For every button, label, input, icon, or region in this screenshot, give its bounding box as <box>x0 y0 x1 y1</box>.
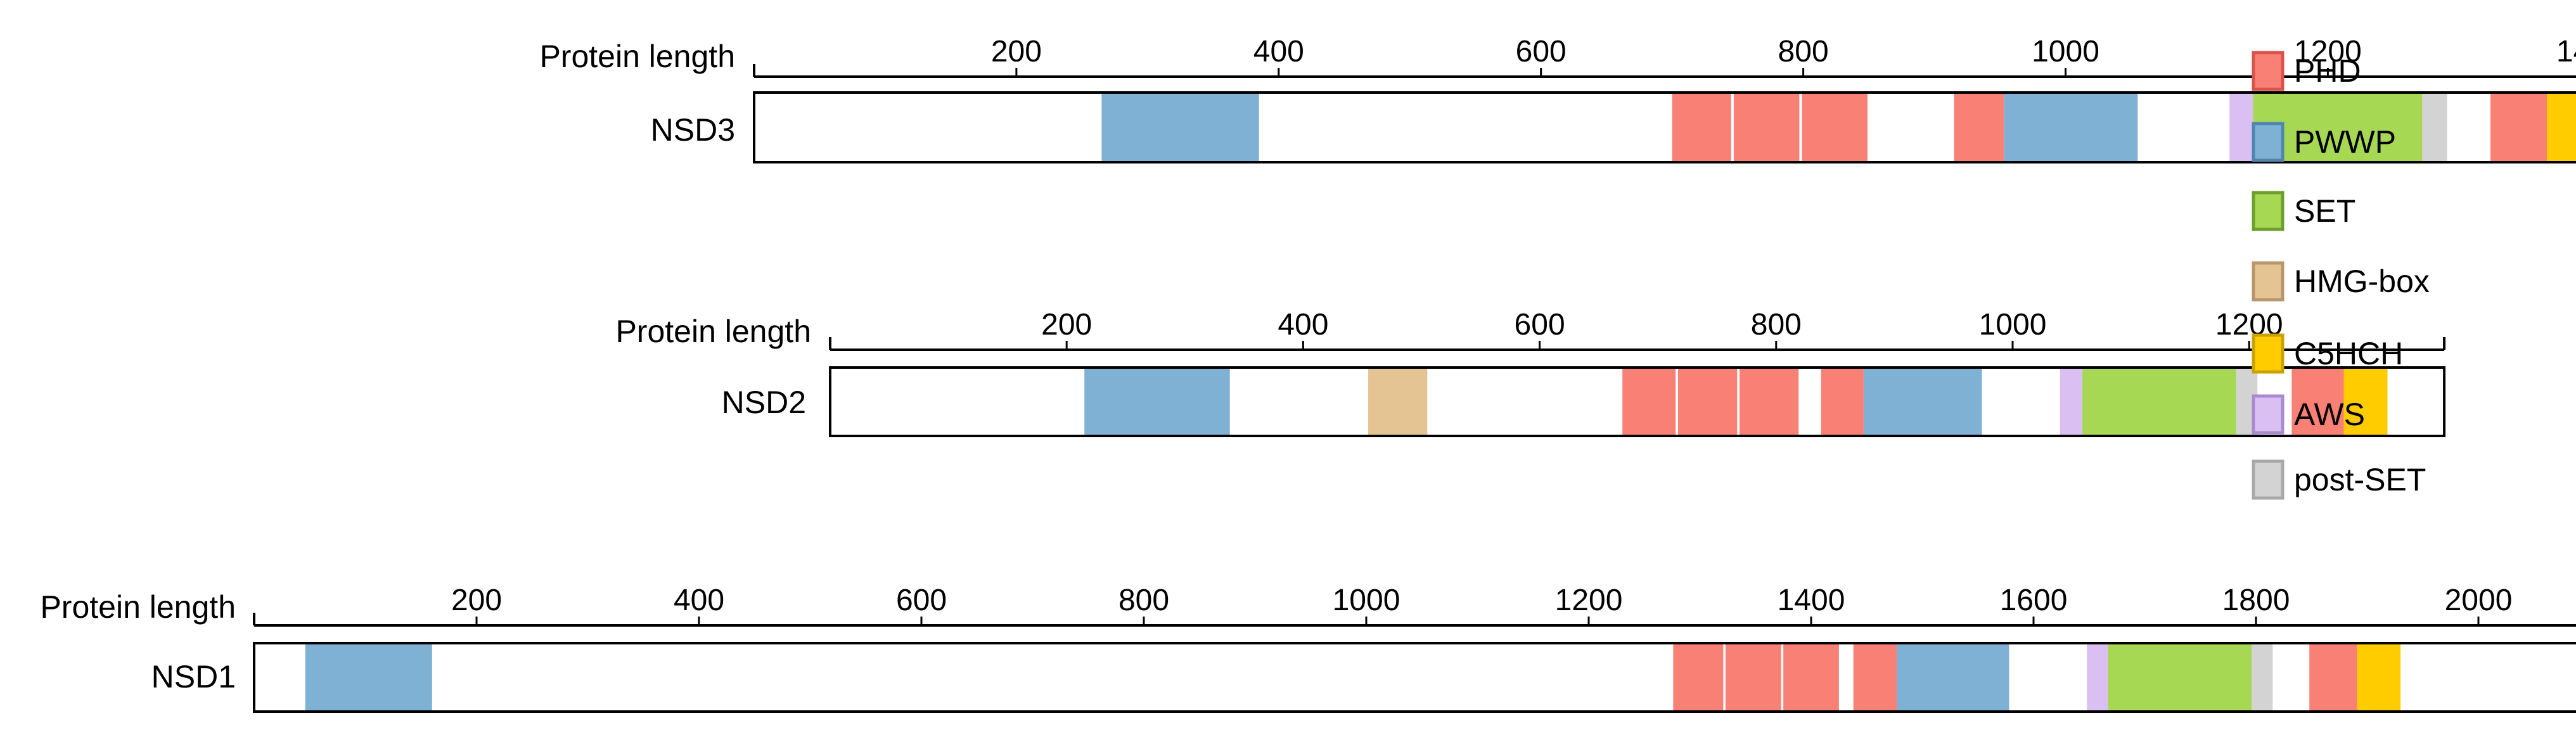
legend-label-set: SET <box>2294 193 2355 229</box>
nsd1-axis: 2004006008001000120014001600180020002200… <box>253 584 2576 627</box>
nsd1-axis-title: Protein length <box>40 589 236 625</box>
nsd1-domain-phd <box>1673 643 1724 712</box>
nsd2-domain-phd <box>2291 368 2344 436</box>
nsd3-tick-label: 1000 <box>2032 35 2099 68</box>
legend-swatch-aws <box>2252 394 2284 435</box>
nsd1-domains <box>305 643 2401 712</box>
nsd2-domain-phd <box>1622 368 1676 436</box>
nsd2-tick-label: 200 <box>1041 308 1092 342</box>
nsd1-domain-pwwp <box>305 643 432 712</box>
nsd2-axis-title: Protein length <box>615 314 811 349</box>
nsd2-axis: 200 400 600 800 1000 1200 <box>829 308 2446 351</box>
nsd3-protein-bar <box>753 91 2576 163</box>
nsd1-tick-label: 1200 <box>1555 584 1623 617</box>
nsd1-domain-phd <box>1783 643 1839 712</box>
nsd3-axis: 200 400 600 800 1000 1200 1400 <box>753 35 2576 78</box>
legend-swatch-hmg-box <box>2252 261 2284 302</box>
legend-swatch-post-set <box>2252 459 2284 500</box>
nsd3-domain-phd <box>1733 93 1800 162</box>
nsd3-tick-label: 600 <box>1516 35 1567 68</box>
nsd3-domain-phd <box>1802 93 1868 162</box>
legend-label-post-set: post-SET <box>2294 462 2426 497</box>
legend-label-pwwp: PWWP <box>2294 124 2396 160</box>
nsd1-tick-label: 800 <box>1118 584 1169 617</box>
legend-swatch-phd <box>2252 51 2284 91</box>
nsd2-domain-pwwp <box>1863 368 1982 436</box>
nsd1-protein-name: NSD1 <box>151 659 236 694</box>
nsd1-tick-label: 1800 <box>2222 584 2290 617</box>
legend-swatch-c5hch <box>2252 333 2284 374</box>
nsd2-domain-phd <box>1739 368 1799 436</box>
nsd2-tick-label: 800 <box>1751 308 1802 342</box>
nsd3-domain-phd <box>2490 93 2547 162</box>
nsd1-tick-label: 2000 <box>2445 584 2513 617</box>
nsd1-domain-set <box>2108 643 2252 712</box>
nsd2-track: Protein length NSD2 200 400 600 800 1000 1200 <box>615 308 2446 437</box>
nsd2-domain-set <box>2082 368 2236 436</box>
nsd1-domain-c5hch <box>2357 643 2401 712</box>
nsd1-tick-label: 200 <box>451 584 502 617</box>
nsd3-domains <box>1101 93 2576 162</box>
nsd1-tick-label: 600 <box>896 584 947 617</box>
nsd2-domain-c5hch <box>2343 368 2388 436</box>
nsd3-domain-post-set <box>2422 93 2447 162</box>
nsd1-tick-label: 1400 <box>1778 584 1845 617</box>
nsd2-protein-name: NSD2 <box>722 385 806 420</box>
legend-label-c5hch: C5HCH <box>2294 336 2403 371</box>
nsd1-tick-label: 1600 <box>2000 584 2068 617</box>
nsd3-protein-name: NSD3 <box>651 112 735 148</box>
nsd3-domain-pwwp <box>2004 93 2138 162</box>
nsd1-domain-aws <box>2087 643 2108 712</box>
legend-swatch-pwwp <box>2252 122 2284 162</box>
nsd2-tick-label: 400 <box>1278 308 1328 342</box>
nsd1-tick-label: 1000 <box>1333 584 1400 617</box>
nsd2-domain-phd <box>1821 368 1864 436</box>
nsd3-tick-label: 400 <box>1253 35 1304 68</box>
nsd2-domain-pwwp <box>1084 368 1230 436</box>
nsd3-track: Protein length NSD3 200 400 600 800 1000 1200… <box>539 35 2576 163</box>
legend-label-phd: PHD <box>2294 53 2361 89</box>
nsd1-tick-label: 400 <box>674 584 724 617</box>
nsd2-domain-aws <box>2060 368 2083 436</box>
nsd2-domains <box>1084 368 2388 436</box>
legend-label-aws: AWS <box>2294 397 2365 432</box>
nsd2-protein-bar <box>829 366 2446 437</box>
legend: PHD PWWP SET HMG-box C5HCH AWS post-SET <box>2252 51 2430 500</box>
nsd1-domain-pwwp <box>1897 643 2009 712</box>
legend-swatch-set <box>2252 191 2284 231</box>
nsd2-domain-phd <box>1677 368 1738 436</box>
nsd1-track: Protein length NSD1 200 400 600 800 1000 1200… <box>40 584 2576 713</box>
nsd2-tick-label: 1000 <box>1979 308 2047 342</box>
nsd1-domain-post-set <box>2251 643 2273 712</box>
nsd3-tick-label: 200 <box>991 35 1042 68</box>
nsd3-domain-pwwp <box>1101 93 1259 162</box>
nsd3-domain-aws <box>2229 93 2253 162</box>
nsd2-domain-hmg-box <box>1368 368 1428 436</box>
nsd1-domain-phd <box>1725 643 1781 712</box>
nsd1-domain-phd <box>2309 643 2357 712</box>
nsd3-tick-label: 800 <box>1778 35 1829 68</box>
nsd3-axis-title: Protein length <box>539 39 735 74</box>
legend-label-hmg-box: HMG-box <box>2294 264 2430 299</box>
nsd2-tick-label: 600 <box>1515 308 1565 342</box>
nsd1-protein-bar <box>253 642 2576 713</box>
nsd3-domain-c5hch <box>2547 93 2576 162</box>
nsd3-tick-label: 1400 <box>2556 35 2576 68</box>
nsd3-domain-phd <box>1672 93 1731 162</box>
nsd3-tick-label: 1200 <box>2294 35 2362 68</box>
nsd1-domain-phd <box>1853 643 1897 712</box>
nsd3-domain-phd <box>1954 93 2004 162</box>
